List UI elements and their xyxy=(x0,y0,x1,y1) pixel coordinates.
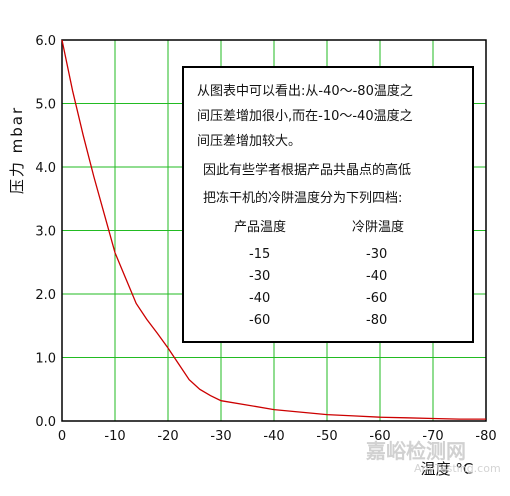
x-axis-label: 温度 °C xyxy=(421,460,474,478)
x-tick-label: -70 xyxy=(422,429,443,444)
annotation-box: 从图表中可以看出:从-40～-80温度之 间压差增加很小,而在-10～-40温度… xyxy=(182,66,474,343)
x-tick-label: -30 xyxy=(210,429,231,444)
table-cell: -40 xyxy=(366,269,387,284)
y-tick-label: 6.0 xyxy=(35,34,56,49)
note-line-4: 因此有些学者根据产品共晶点的高低 xyxy=(203,162,411,178)
watermark: 嘉峪检测网 AnyTesting.com xyxy=(365,439,501,475)
annotation-frame xyxy=(182,66,474,343)
table-header-trap: 冷阱温度 xyxy=(352,219,404,235)
table-cell: -30 xyxy=(366,247,387,262)
table-cell: -30 xyxy=(249,269,270,284)
table-cell: -15 xyxy=(249,247,270,262)
x-tick-label: -60 xyxy=(369,429,390,444)
note-line-3: 间压差增加较大。 xyxy=(197,134,301,149)
x-tick-label: -40 xyxy=(263,429,284,444)
table-cell: -80 xyxy=(366,313,387,328)
y-axis-label: 压力 mbar xyxy=(8,106,26,194)
watermark-sub: AnyTesting.com xyxy=(414,462,501,475)
table-header-product: 产品温度 xyxy=(234,219,286,235)
y-tick-label: 2.0 xyxy=(35,288,56,303)
x-tick-label: -10 xyxy=(104,429,125,444)
y-tick-label: 4.0 xyxy=(35,161,56,176)
pressure-curve xyxy=(61,39,486,420)
y-tick-label: 1.0 xyxy=(35,352,56,367)
x-tick-label: -20 xyxy=(157,429,178,444)
y-tick-label: 0.0 xyxy=(35,415,56,430)
note-line-2: 间压差增加很小,而在-10～-40温度之 xyxy=(197,108,413,124)
table-cell: -60 xyxy=(249,313,270,328)
x-tick-label: -50 xyxy=(316,429,337,444)
x-tick-label: 0 xyxy=(58,429,66,444)
x-tick-label: -80 xyxy=(475,429,496,444)
axis-ticks: 0 -10 -20 -30 -40 -50 -60 -70 -80 0.0 1.0 2.0 3.0 4.0… xyxy=(35,34,496,444)
y-tick-label: 5.0 xyxy=(35,98,56,113)
y-tick-label: 3.0 xyxy=(35,225,56,240)
table-cell: -60 xyxy=(366,291,387,306)
table-cell: -40 xyxy=(249,291,270,306)
note-line-5: 把冻干机的冷阱温度分为下列四档: xyxy=(203,190,402,206)
note-line-1: 从图表中可以看出:从-40～-80温度之 xyxy=(197,83,413,99)
plot-frame xyxy=(61,39,487,422)
watermark-text: 嘉峪检测网 xyxy=(365,439,466,463)
